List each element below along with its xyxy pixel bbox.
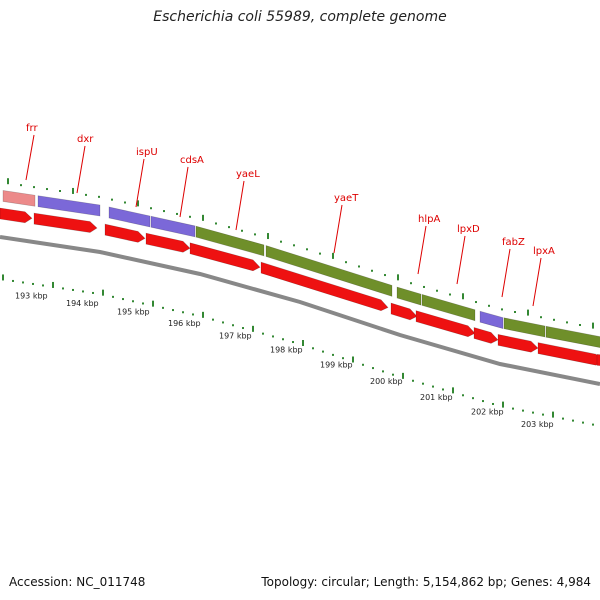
forward-cds-block	[265, 245, 393, 297]
gene-leader-line	[456, 235, 466, 285]
forward-cds-block	[396, 286, 422, 306]
gene-label: dxr	[77, 134, 94, 145]
scale-label: 196 kbp	[168, 319, 201, 328]
gene-leader-line	[135, 158, 145, 208]
gene-leader-line	[333, 204, 343, 254]
reverse-cds-arrow	[33, 212, 98, 233]
map-title: Escherichia coli 55989, complete genome	[153, 9, 447, 25]
genome-summary: Topology: circular; Length: 5,154,862 bp…	[261, 575, 591, 589]
gene-label: frr	[26, 123, 38, 134]
scale-label: 198 kbp	[270, 346, 303, 355]
gene-label: ispU	[136, 147, 158, 158]
forward-cds-block	[503, 317, 546, 338]
scale-label: 194 kbp	[66, 299, 99, 308]
scale-label: 195 kbp	[117, 308, 150, 317]
scale-label: 193 kbp	[15, 291, 48, 300]
gene-label: cdsA	[180, 155, 204, 166]
scale-label: 201 kbp	[420, 393, 453, 402]
reverse-cds-arrow	[473, 327, 499, 344]
accession-label: Accession: NC_011748	[9, 575, 146, 589]
gene-leader-line	[179, 166, 189, 218]
reverse-cds-arrow	[390, 302, 418, 321]
gene-label: yaeT	[334, 193, 359, 204]
forward-cds-block	[479, 310, 504, 329]
forward-cds-block	[421, 293, 476, 322]
gene-leader-line	[25, 134, 35, 181]
gene-leader-line	[235, 180, 245, 231]
forward-cds-block	[150, 215, 196, 238]
gene-leader-line	[417, 225, 427, 275]
gene-label: lpxD	[457, 224, 480, 235]
forward-cds-block	[108, 206, 151, 228]
scale-label: 203 kbp	[521, 420, 554, 429]
gene-label: fabZ	[502, 237, 525, 248]
reverse-cds-arrow	[189, 242, 261, 272]
forward-cds-block	[37, 195, 101, 217]
scale-label: 197 kbp	[219, 331, 252, 340]
gene-leader-line	[501, 248, 511, 298]
gene-leader-line	[76, 145, 86, 194]
reverse-cds-arrow	[0, 207, 33, 224]
gene-label: yaeL	[236, 169, 260, 180]
forward-cds-block	[2, 190, 36, 207]
reverse-cds-arrow	[260, 261, 389, 312]
reverse-cds-arrow	[415, 310, 476, 338]
backbone-line	[0, 235, 600, 386]
scale-label: 200 kbp	[370, 377, 403, 386]
reverse-cds-arrow	[497, 334, 539, 353]
forward-cds-block	[195, 225, 265, 257]
reverse-cds-arrow	[104, 223, 146, 243]
scale-label: 199 kbp	[320, 361, 353, 370]
gene-label: hlpA	[418, 214, 440, 225]
reverse-cds-arrow	[145, 232, 191, 253]
scale-label: 202 kbp	[471, 408, 504, 417]
forward-cds-block	[545, 325, 600, 348]
reverse-cds-arrow	[596, 354, 600, 366]
gene-leader-line	[532, 257, 542, 307]
gene-label: lpxA	[533, 246, 555, 257]
